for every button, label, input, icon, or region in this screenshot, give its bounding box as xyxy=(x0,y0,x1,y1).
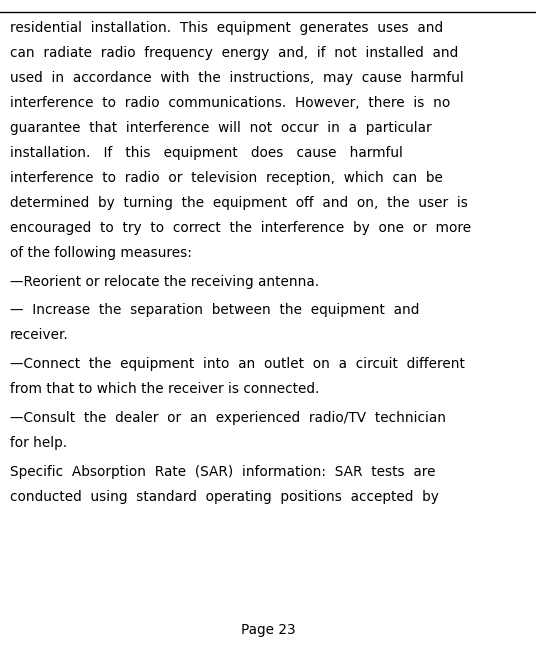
Text: —Connect  the  equipment  into  an  outlet  on  a  circuit  different: —Connect the equipment into an outlet on… xyxy=(10,357,465,371)
Text: —Reorient or relocate the receiving antenna.: —Reorient or relocate the receiving ante… xyxy=(10,275,319,289)
Text: installation.   If   this   equipment   does   cause   harmful: installation. If this equipment does cau… xyxy=(10,145,403,160)
Text: determined  by  turning  the  equipment  off  and  on,  the  user  is: determined by turning the equipment off … xyxy=(10,195,467,210)
Text: guarantee  that  interference  will  not  occur  in  a  particular: guarantee that interference will not occ… xyxy=(10,121,431,135)
Text: receiver.: receiver. xyxy=(10,328,69,343)
Text: used  in  accordance  with  the  instructions,  may  cause  harmful: used in accordance with the instructions… xyxy=(10,71,464,85)
Text: can  radiate  radio  frequency  energy  and,  if  not  installed  and: can radiate radio frequency energy and, … xyxy=(10,45,458,60)
Text: —  Increase  the  separation  between  the  equipment  and: — Increase the separation between the eq… xyxy=(10,303,419,317)
Text: Specific  Absorption  Rate  (SAR)  information:  SAR  tests  are: Specific Absorption Rate (SAR) informati… xyxy=(10,465,435,479)
Text: Page 23: Page 23 xyxy=(241,623,295,637)
Text: residential  installation.  This  equipment  generates  uses  and: residential installation. This equipment… xyxy=(10,21,443,35)
Text: encouraged  to  try  to  correct  the  interference  by  one  or  more: encouraged to try to correct the interfe… xyxy=(10,221,471,235)
Text: interference  to  radio  communications.  However,  there  is  no: interference to radio communications. Ho… xyxy=(10,95,450,110)
Text: of the following measures:: of the following measures: xyxy=(10,245,191,260)
Text: from that to which the receiver is connected.: from that to which the receiver is conne… xyxy=(10,382,319,397)
Text: for help.: for help. xyxy=(10,436,67,450)
Text: interference  to  radio  or  television  reception,  which  can  be: interference to radio or television rece… xyxy=(10,171,443,185)
Text: —Consult  the  dealer  or  an  experienced  radio/TV  technician: —Consult the dealer or an experienced ra… xyxy=(10,411,445,425)
Text: conducted  using  standard  operating  positions  accepted  by: conducted using standard operating posit… xyxy=(10,490,438,504)
